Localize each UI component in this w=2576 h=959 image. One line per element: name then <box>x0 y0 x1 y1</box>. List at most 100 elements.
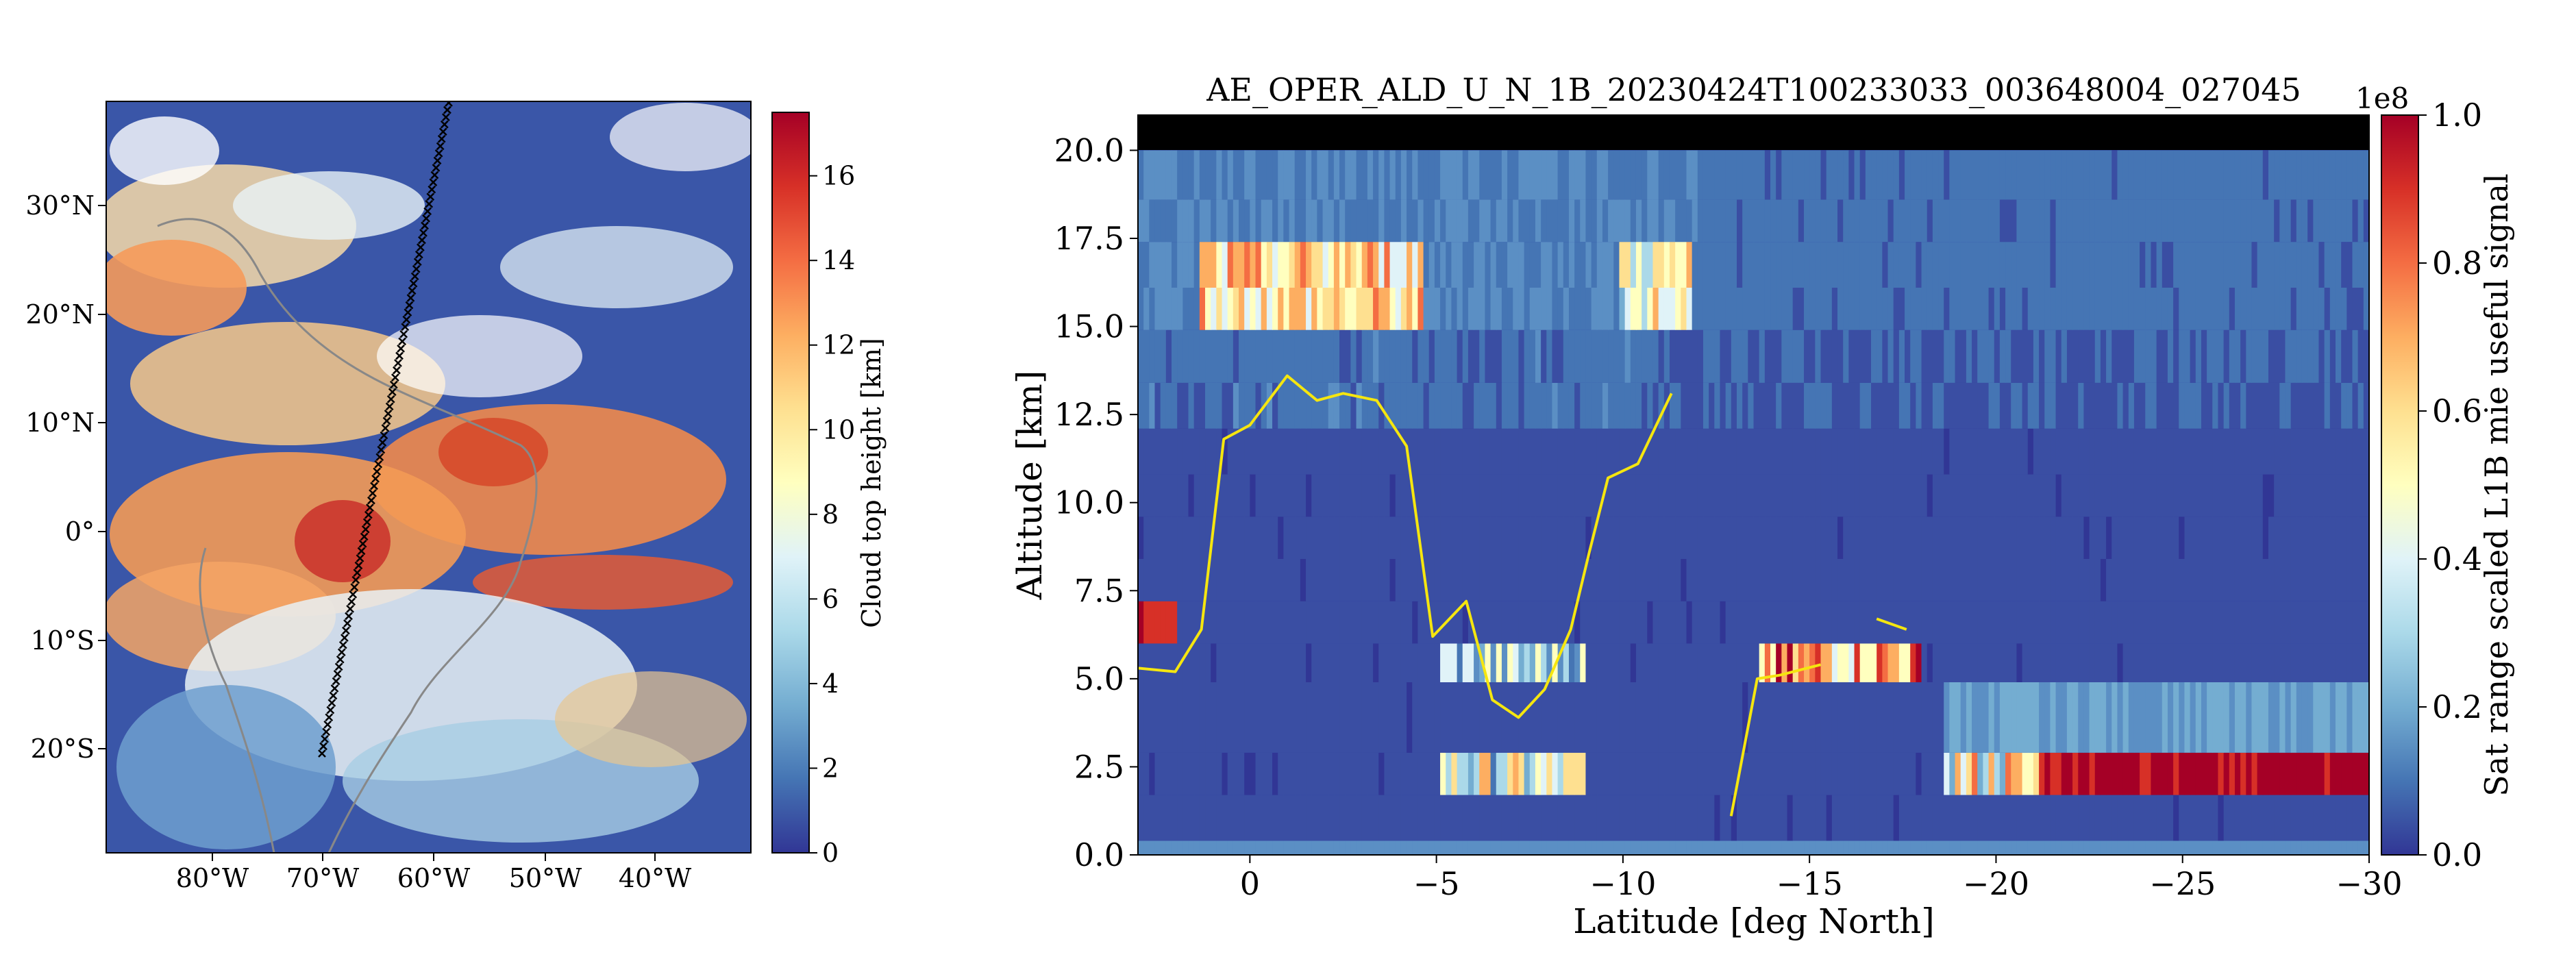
heatmap-cell <box>2094 428 2101 475</box>
heatmap-cell <box>1742 242 1748 288</box>
heatmap-cell <box>2111 840 2118 855</box>
track-marker <box>337 648 346 657</box>
heatmap-cell <box>1428 752 1435 795</box>
heatmap-cell <box>1910 601 1916 644</box>
heatmap-cell <box>1809 559 1816 601</box>
heatmap-cell <box>1871 752 1877 795</box>
heatmap-cell <box>1905 795 1911 841</box>
heatmap-cell <box>1944 840 1950 855</box>
heatmap-cell <box>1972 382 1978 429</box>
track-marker <box>358 540 367 548</box>
heatmap-cell <box>1462 840 1469 855</box>
heatmap-cell <box>1244 795 1250 841</box>
heatmap-cell <box>2044 150 2051 200</box>
track-marker <box>425 199 434 208</box>
heatmap-cell <box>2133 199 2140 242</box>
heatmap-cell <box>1809 428 1816 475</box>
heatmap-cell <box>1955 474 1961 517</box>
heatmap-cell <box>1294 242 1301 288</box>
heatmap-cell <box>1339 840 1346 855</box>
heatmap-cell <box>1417 199 1424 242</box>
heatmap-cell <box>1384 150 1391 200</box>
heatmap-cell <box>1898 382 1905 429</box>
heatmap-cell <box>1361 150 1368 200</box>
heatmap-cell <box>1378 329 1385 383</box>
heatmap-cell <box>2318 601 2325 644</box>
heatmap-cell <box>2044 474 2051 517</box>
heatmap-cell <box>1395 329 1402 383</box>
heatmap-cell <box>1642 382 1648 429</box>
heatmap-cell <box>2050 242 2057 288</box>
heatmap-cell <box>1552 559 1559 601</box>
heatmap-cell <box>2296 474 2303 517</box>
heatmap-cell <box>1199 382 1206 429</box>
heatmap-cell <box>1714 840 1721 855</box>
heatmap-cell <box>2207 643 2213 682</box>
heatmap-cell <box>1467 199 1474 242</box>
heatmap-cell <box>2285 643 2292 682</box>
heatmap-cell <box>1216 150 1223 200</box>
heatmap-cell <box>2329 382 2336 429</box>
heatmap-cell <box>1675 795 1681 841</box>
heatmap-cell <box>2005 242 2011 288</box>
heatmap-cell <box>2313 752 2320 795</box>
heatmap-cell <box>1289 199 1296 242</box>
heatmap-cell <box>1389 601 1396 644</box>
heatmap-cell <box>1507 242 1513 288</box>
heatmap-cell <box>2285 150 2292 200</box>
heatmap-cell <box>2151 428 2157 475</box>
heatmap-cell <box>1619 288 1626 330</box>
heatmap-cell <box>1165 150 1172 200</box>
heatmap-cell <box>1451 329 1458 383</box>
heatmap-cell <box>1619 559 1626 601</box>
heatmap-cell <box>2195 682 2202 753</box>
heatmap-cell <box>1865 795 1872 841</box>
heatmap-cell <box>2133 840 2140 855</box>
heatmap-cell <box>1960 516 1967 559</box>
heatmap-cell <box>1854 150 1861 200</box>
heatmap-cell <box>1350 242 1357 288</box>
heatmap-cell <box>1804 601 1810 644</box>
heatmap-cell <box>1434 516 1441 559</box>
heatmap-cell <box>2179 382 2185 429</box>
heatmap-cell <box>1339 428 1346 475</box>
heatmap-cell <box>1893 752 1900 795</box>
heatmap-cell <box>2100 428 2107 475</box>
heatmap-cell <box>1479 559 1486 601</box>
heatmap-cell <box>1966 559 1972 601</box>
heatmap-cell <box>1451 840 1458 855</box>
heatmap-cell <box>1669 150 1676 200</box>
heatmap-cell <box>1831 474 1838 517</box>
heatmap-cell <box>2234 199 2241 242</box>
heatmap-cell <box>1798 601 1805 644</box>
heatmap-cell <box>1143 428 1150 475</box>
heatmap-cell <box>1877 428 1883 475</box>
heatmap-cell <box>1635 382 1642 429</box>
heatmap-cell <box>1250 474 1256 517</box>
heatmap-cell <box>1731 682 1737 753</box>
heatmap-cell <box>2133 150 2140 200</box>
heatmap-cell <box>2212 242 2219 288</box>
heatmap-cell <box>1804 199 1810 242</box>
heatmap-cell <box>2201 559 2207 601</box>
heatmap-cell <box>1283 840 1290 855</box>
heatmap-cell <box>1725 329 1732 383</box>
heatmap-cell <box>2066 682 2073 753</box>
heatmap-cell <box>1624 150 1631 200</box>
heatmap-cell <box>1759 242 1766 288</box>
heatmap-cell <box>2089 199 2096 242</box>
heatmap-cell <box>1485 516 1491 559</box>
heatmap-cell <box>1642 199 1648 242</box>
heatmap-cell <box>1652 474 1659 517</box>
heatmap-cell <box>1591 474 1598 517</box>
heatmap-cell <box>1211 150 1217 200</box>
heatmap-cell <box>2122 474 2129 517</box>
map-colorbar-gradient <box>771 112 810 854</box>
heatmap-cell <box>2318 242 2325 288</box>
heatmap-cell <box>1898 643 1905 682</box>
heatmap-cell <box>1686 840 1693 855</box>
heatmap-cell <box>1412 840 1419 855</box>
heatmap-cell <box>1339 516 1346 559</box>
heatmap-cell <box>2318 682 2325 753</box>
